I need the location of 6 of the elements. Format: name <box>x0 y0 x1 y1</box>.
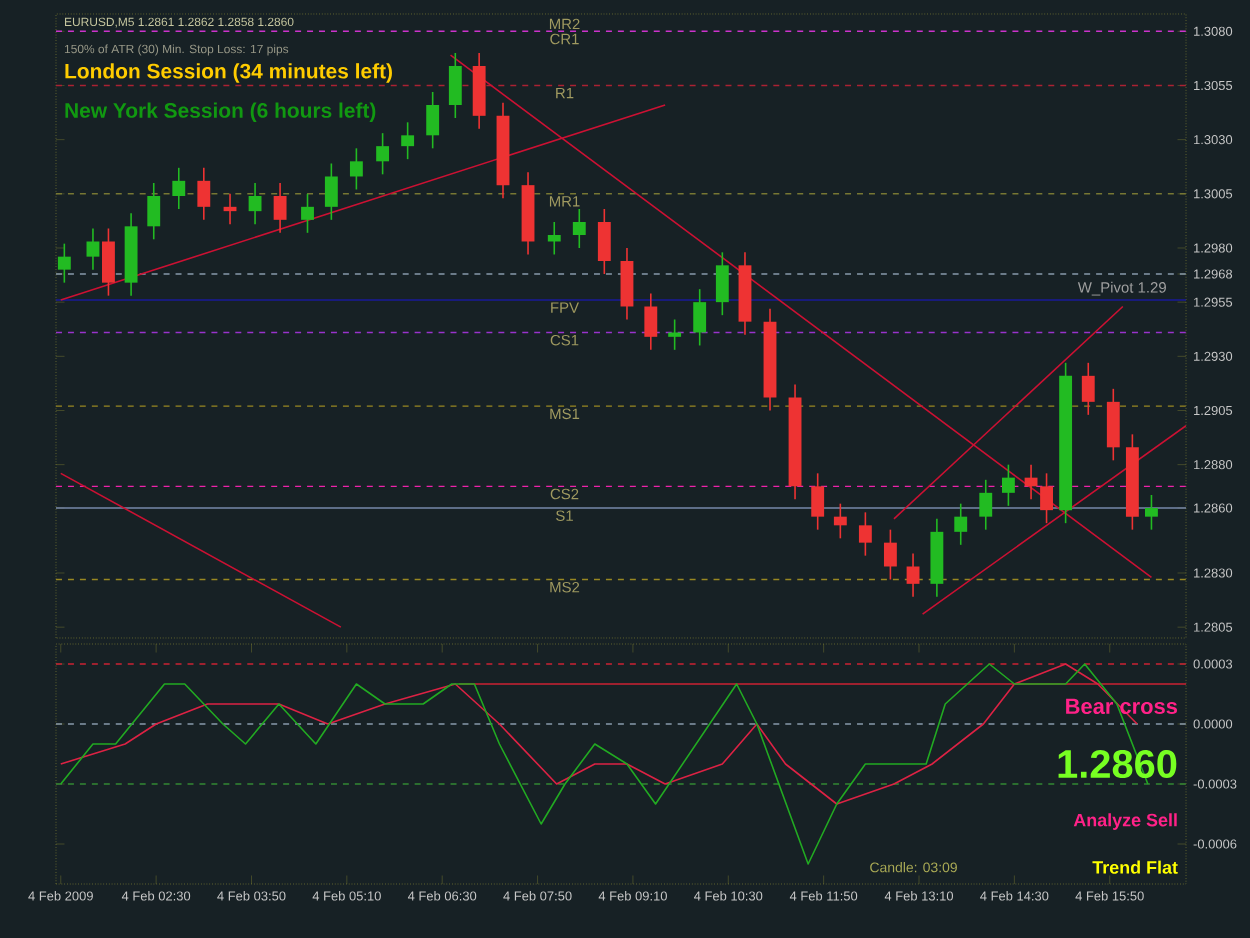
annotation: London Session (34 minutes left) <box>65 63 392 83</box>
annotation: Trend Flat <box>1092 860 1178 874</box>
annotation: 1.2860 <box>1058 749 1177 779</box>
annotation: New York Session (6 hours left) <box>65 102 376 122</box>
annotation: Bear cross <box>1066 698 1178 715</box>
annotation: Analyze Sell <box>1073 813 1177 830</box>
